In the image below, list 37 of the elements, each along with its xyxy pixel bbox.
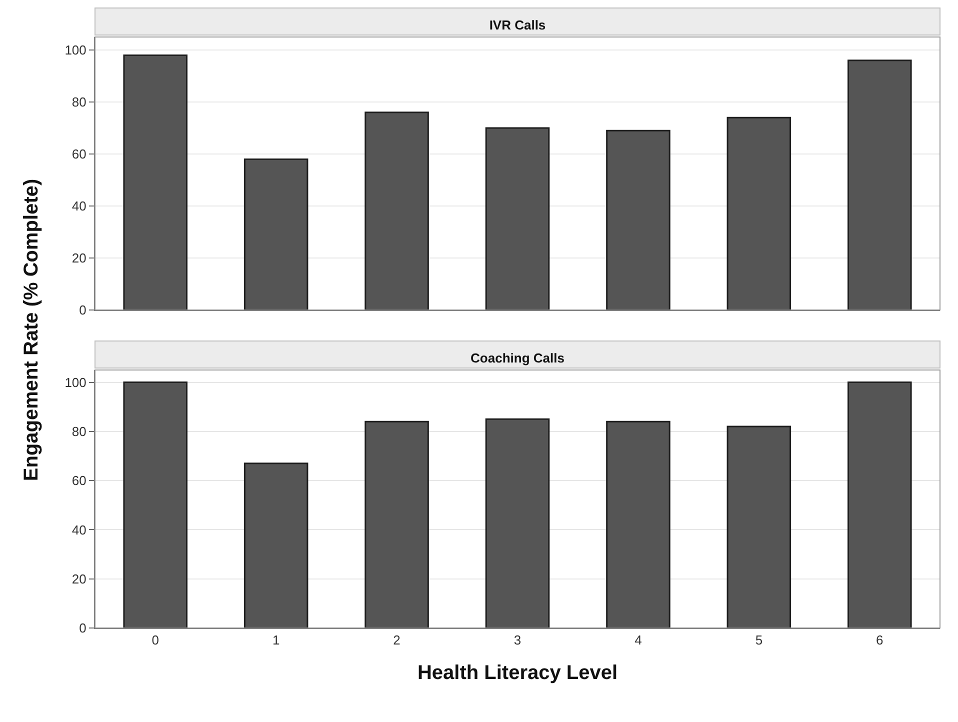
y-axis-title: Engagement Rate (% Complete) [20, 178, 44, 482]
bar [606, 420, 670, 628]
bar [848, 60, 912, 310]
bar [244, 158, 308, 310]
y-tick-label: 60 [72, 146, 86, 162]
bar [123, 382, 188, 628]
x-tick-label: 3 [514, 632, 522, 648]
bar [606, 130, 670, 310]
x-tick-label: 6 [876, 632, 884, 648]
bar [726, 116, 792, 310]
bar [485, 418, 550, 628]
bar [726, 426, 792, 628]
y-tick-label: 0 [79, 302, 86, 318]
y-tick-label: 60 [72, 473, 86, 488]
y-tick-label: 20 [72, 250, 86, 266]
x-tick-label: 4 [634, 632, 642, 648]
y-tick-label: 20 [72, 571, 86, 586]
y-tick-label: 80 [72, 424, 86, 439]
chart-title: Coaching Calls [470, 350, 564, 366]
y-tick-label: 80 [72, 94, 86, 110]
y-tick-label: 40 [72, 198, 86, 214]
bar [364, 420, 429, 628]
bar [244, 462, 308, 628]
bar [364, 112, 429, 310]
x-tick-label: 1 [272, 632, 280, 648]
y-tick-label: 40 [72, 522, 86, 538]
x-tick-label: 2 [393, 632, 400, 648]
y-tick-label: 0 [79, 620, 86, 636]
x-tick-label: 5 [755, 632, 763, 648]
bar [485, 127, 550, 310]
y-tick-label: 100 [64, 42, 86, 58]
bar [848, 382, 912, 628]
x-tick-label: 0 [152, 632, 159, 648]
y-tick-label: 100 [64, 374, 86, 390]
x-axis-title: Health Literacy Level [417, 662, 618, 684]
bar [123, 54, 188, 310]
chart-title: IVR Calls [489, 18, 546, 33]
